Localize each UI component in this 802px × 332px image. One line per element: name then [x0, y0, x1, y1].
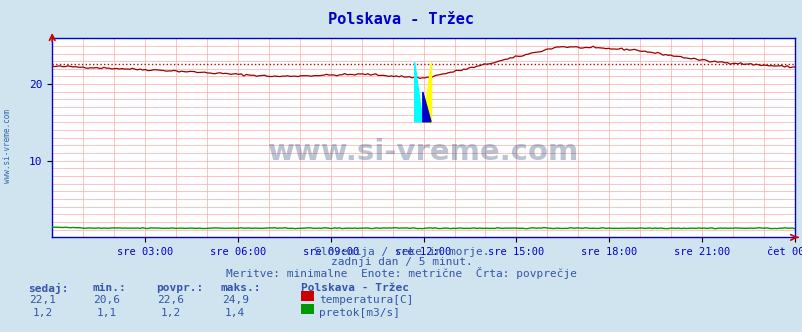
Text: 1,2: 1,2 — [160, 308, 181, 318]
Text: sedaj:: sedaj: — [28, 283, 68, 294]
Text: Meritve: minimalne  Enote: metrične  Črta: povprečje: Meritve: minimalne Enote: metrične Črta:… — [225, 267, 577, 279]
Text: Polskava - Tržec: Polskava - Tržec — [328, 12, 474, 27]
Polygon shape — [423, 62, 431, 122]
Text: www.si-vreme.com: www.si-vreme.com — [3, 109, 12, 183]
Text: Polskava - Tržec: Polskava - Tržec — [301, 283, 408, 293]
Text: 1,2: 1,2 — [32, 308, 53, 318]
Text: 1,4: 1,4 — [225, 308, 245, 318]
Text: 22,1: 22,1 — [29, 295, 56, 305]
Text: pretok[m3/s]: pretok[m3/s] — [318, 308, 399, 318]
Polygon shape — [414, 62, 423, 122]
Text: maks.:: maks.: — [221, 283, 261, 293]
Text: 20,6: 20,6 — [93, 295, 120, 305]
Text: 1,1: 1,1 — [96, 308, 117, 318]
Text: Slovenija / reke in morje.: Slovenija / reke in morje. — [314, 247, 488, 257]
Text: 22,6: 22,6 — [157, 295, 184, 305]
Text: 24,9: 24,9 — [221, 295, 249, 305]
Text: zadnji dan / 5 minut.: zadnji dan / 5 minut. — [330, 257, 472, 267]
Text: min.:: min.: — [92, 283, 126, 293]
Text: www.si-vreme.com: www.si-vreme.com — [268, 138, 578, 166]
Polygon shape — [423, 92, 431, 122]
Text: povpr.:: povpr.: — [156, 283, 204, 293]
Text: temperatura[C]: temperatura[C] — [318, 295, 413, 305]
